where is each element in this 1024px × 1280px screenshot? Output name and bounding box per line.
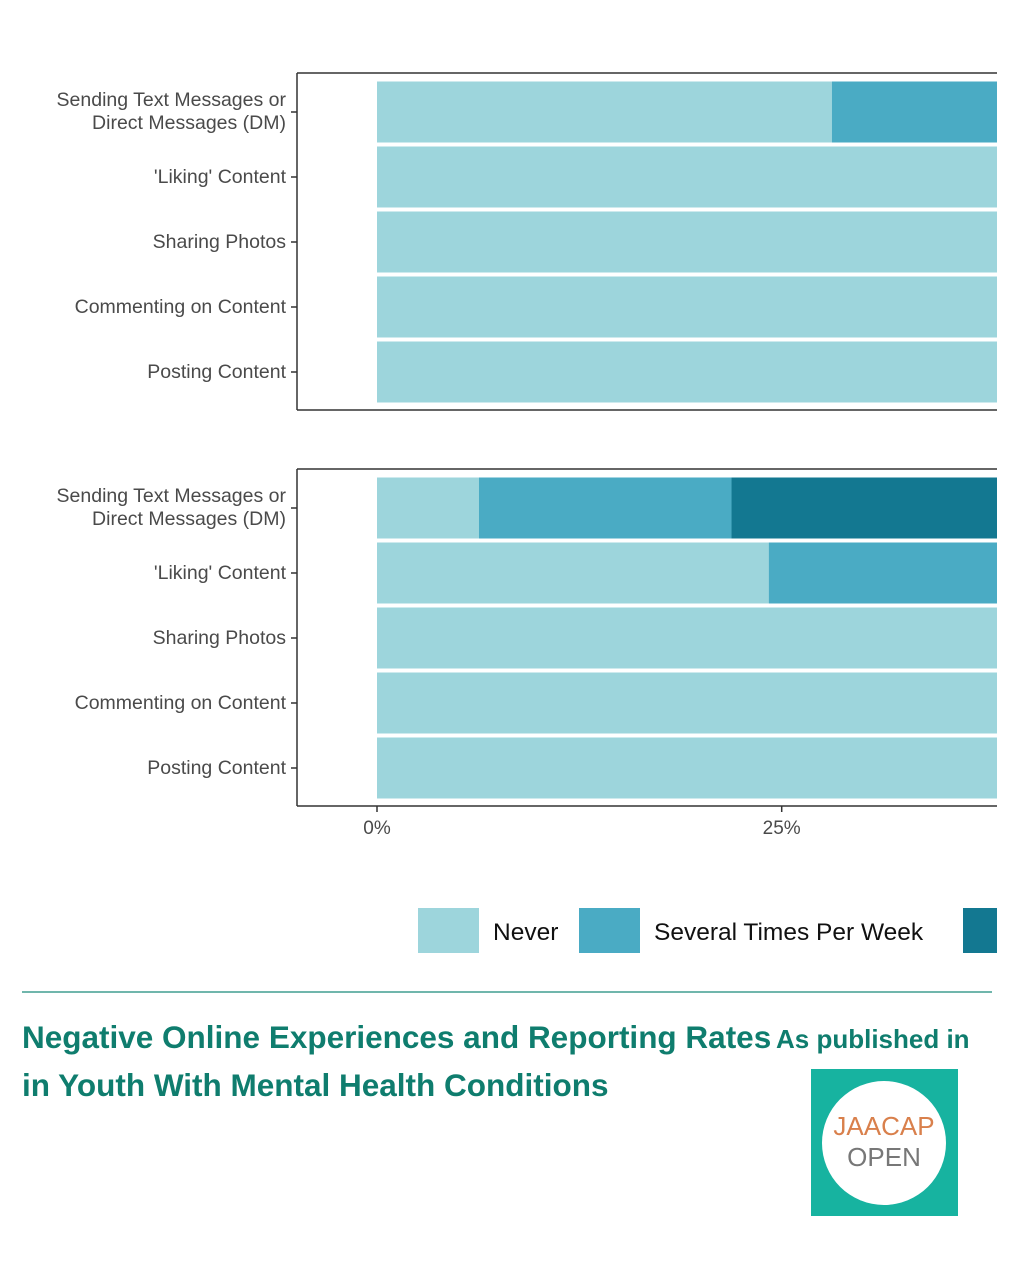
legend-swatch [579,908,640,953]
bar-segment [377,146,997,208]
legend-swatch [418,908,479,953]
bar-segment [377,211,997,273]
y-tick-label: Posting Content [147,360,286,383]
y-tick-label: 'Liking' Content [153,165,286,188]
bar-segment [478,477,732,539]
y-tick-label: Commenting on Content [74,691,286,714]
bar-segment [377,672,997,734]
y-tick-label: Posting Content [147,756,286,779]
x-tick-label: 0% [363,818,391,839]
footer-title: Negative Online Experiences and Reportin… [22,1019,772,1103]
legend-swatch [963,908,997,953]
y-tick-label: Commenting on Content [74,295,286,318]
bar-segment [377,737,997,799]
legend-label: Never [493,919,558,946]
y-tick-label: Sending Text Messages or Direct Messages… [56,485,286,530]
y-tick-label: Sharing Photos [152,230,286,253]
x-tick-label: 25% [763,818,801,839]
logo-bottom: OPEN [847,1142,921,1172]
plot [377,477,997,799]
plot [377,81,997,403]
bar-segment [377,81,832,143]
y-tick-label: Sending Text Messages or Direct Messages… [56,89,286,134]
bar-segment [377,341,997,403]
bar-segment [377,477,479,539]
bar-segment [377,607,997,669]
logo-top: JAACAP [833,1111,934,1141]
y-tick-label: 'Liking' Content [153,561,286,584]
legend-label: Several Times Per Week [654,919,924,946]
y-tick-label: Sharing Photos [152,626,286,649]
bar-segment [831,81,997,143]
published-label: As published in [776,1024,970,1054]
bar-segment [377,542,769,604]
bar-segment [731,477,997,539]
logo-circle [822,1081,946,1205]
bar-segment [768,542,997,604]
bar-segment [377,276,997,338]
